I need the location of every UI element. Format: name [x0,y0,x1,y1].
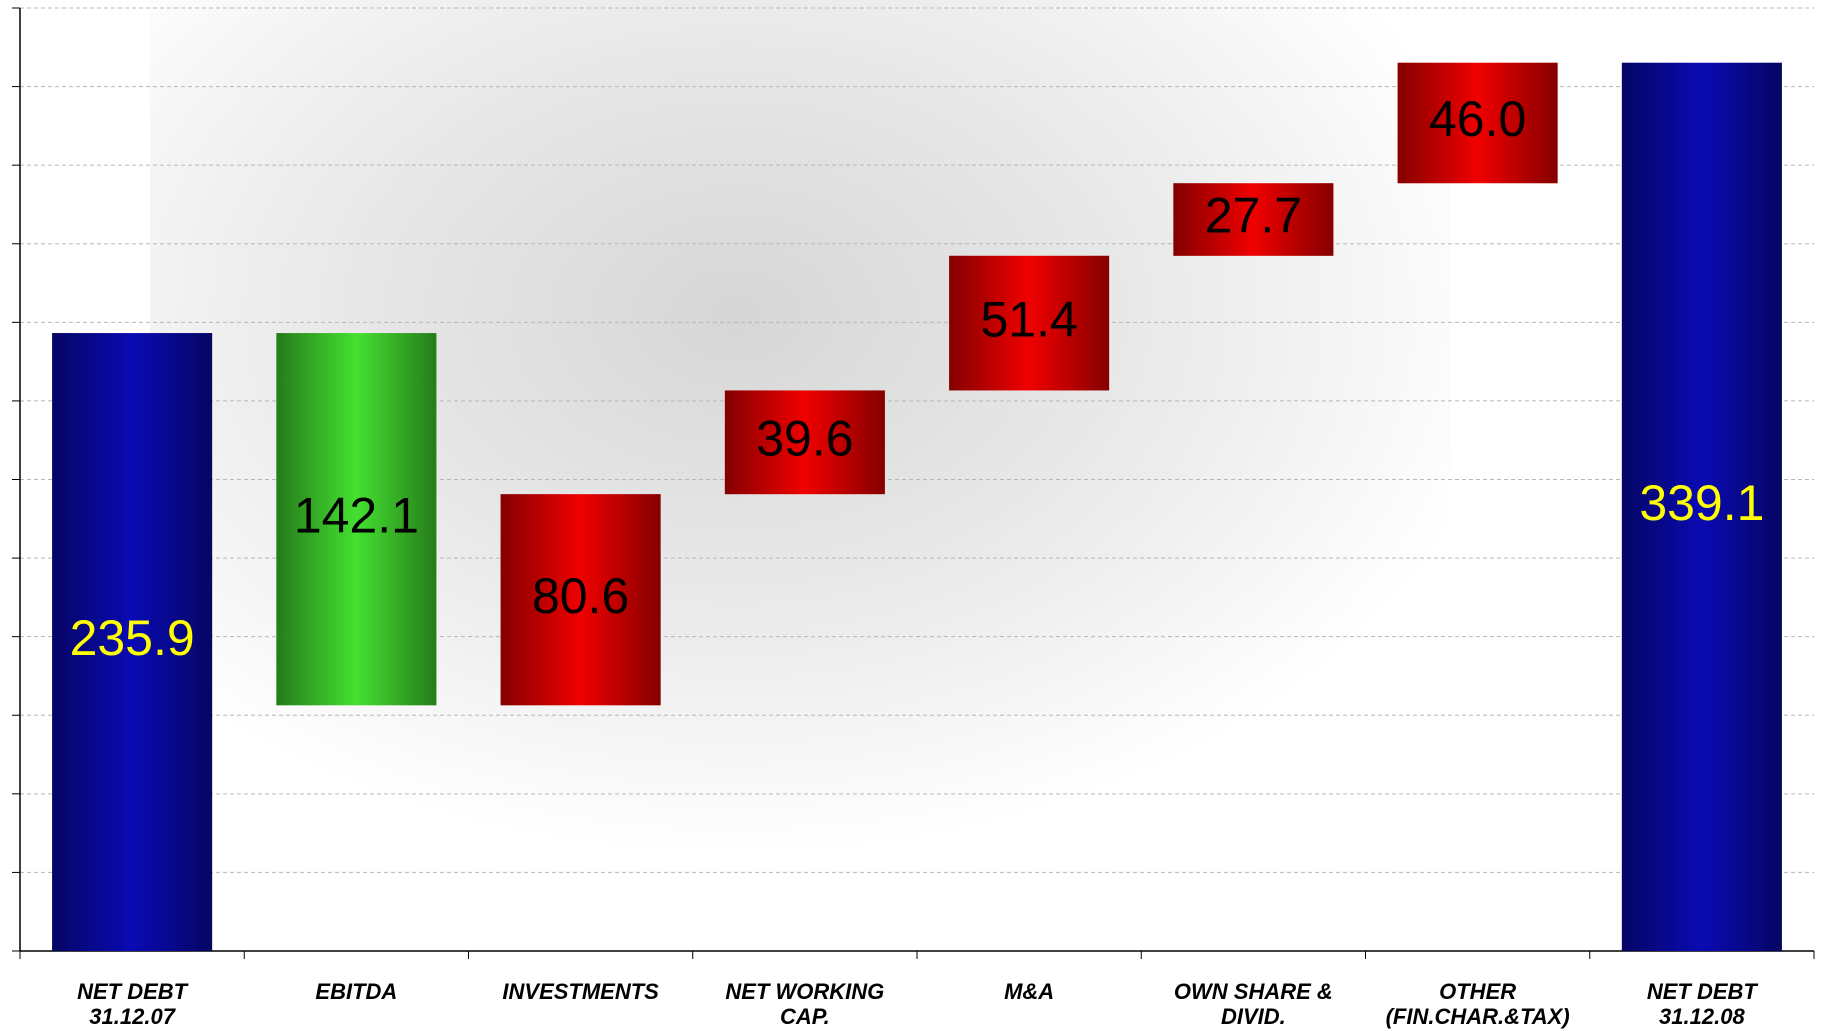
bar-shade [276,333,437,706]
value-label: 46.0 [1429,91,1526,147]
value-label: 339.1 [1639,475,1764,531]
x-tick-label: NET DEBT 31.12.07 [77,979,188,1029]
bar-shade [949,255,1110,391]
bar-shade [500,494,661,706]
value-label: 27.7 [1205,188,1302,244]
bar-shade [1621,62,1782,951]
bar-shade [724,390,885,495]
x-tick-label: NET DEBT 31.12.08 [1646,979,1757,1029]
bar-shade [52,333,213,951]
value-label: 80.6 [532,568,629,624]
bar-shade [1397,62,1558,184]
bar-shade [1173,183,1334,256]
value-label: 51.4 [980,291,1077,347]
x-tick-label: OTHER (FIN.CHAR.&TAX) [1385,979,1570,1029]
x-tick-label: EBITDA [315,979,398,1004]
value-label: 39.6 [756,411,853,467]
x-tick-label: INVESTMENTS [502,979,659,1004]
x-tick-label: OWN SHARE & DIVID. [1173,979,1333,1029]
value-label: 142.1 [294,487,419,543]
value-label: 235.9 [70,610,195,666]
x-tick-label: M&A [1004,979,1055,1004]
x-tick-label: NET WORKING CAP. [725,979,885,1029]
